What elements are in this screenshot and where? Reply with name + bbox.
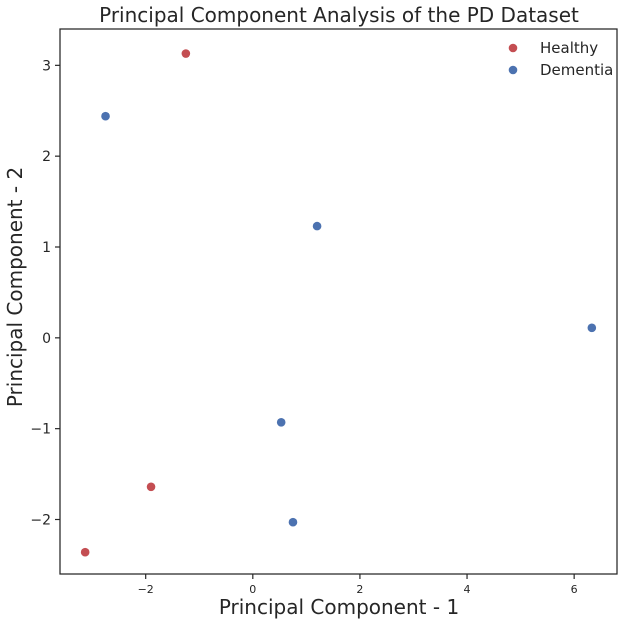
- chart-title: Principal Component Analysis of the PD D…: [99, 3, 579, 27]
- data-point-healthy: [146, 482, 156, 492]
- y-tick-label: −2: [30, 513, 51, 529]
- x-tick-label: 4: [464, 583, 471, 596]
- data-point-dementia: [288, 517, 298, 527]
- y-tick-label: −1: [30, 422, 51, 438]
- legend-marker-healthy: [508, 43, 518, 53]
- plot-frame: [59, 28, 618, 575]
- data-point-dementia: [276, 418, 286, 427]
- x-tick-label: 6: [571, 583, 578, 596]
- x-tick-label: −2: [138, 583, 154, 596]
- legend-label-dementia: Dementia: [540, 61, 613, 79]
- x-tick-label: 2: [356, 583, 363, 596]
- data-point-healthy: [80, 547, 90, 557]
- x-tick-label: 0: [249, 583, 256, 596]
- data-point-dementia: [312, 221, 322, 231]
- data-point-healthy: [181, 49, 191, 58]
- data-point-dementia: [587, 323, 597, 333]
- y-tick-label: 1: [42, 240, 51, 256]
- legend-marker-dementia: [508, 65, 518, 75]
- y-tick-label: 3: [42, 58, 51, 74]
- data-point-dementia: [101, 111, 110, 121]
- y-tick-label: 2: [42, 149, 51, 165]
- legend-label-healthy: Healthy: [540, 39, 598, 57]
- legend: Healthy Dementia: [508, 39, 613, 79]
- plot-area: −2 0 2 4 6 −2 −1 0 1 2 3: [30, 28, 618, 596]
- y-axis-label: Principal Component - 2: [3, 167, 27, 407]
- y-tick-label: 0: [42, 331, 51, 347]
- x-axis-label: Principal Component - 1: [219, 595, 459, 619]
